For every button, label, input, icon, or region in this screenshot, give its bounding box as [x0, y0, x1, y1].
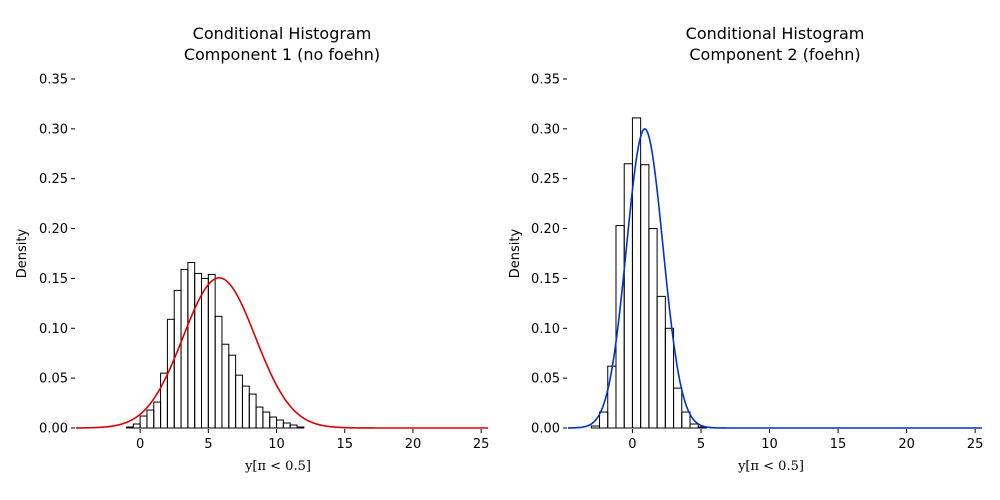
x-tick-label: 20 — [405, 437, 422, 452]
histogram-bar — [607, 365, 617, 429]
x-tick-label: 10 — [268, 437, 285, 452]
y-tick-label: 0.35 — [531, 73, 560, 88]
histogram-bar — [180, 268, 189, 429]
y-tick-label: 0.05 — [39, 372, 68, 387]
y-tick-label: 0.30 — [39, 122, 68, 137]
chart-panel-2: Conditional Histogram Component 2 (foehn)… — [508, 24, 983, 474]
histogram-bar — [255, 406, 264, 429]
y-tick-label: 0.30 — [531, 122, 560, 137]
x-tick-label: 5 — [697, 437, 705, 452]
histogram-bar — [673, 387, 683, 429]
density-curve — [75, 277, 488, 429]
x-axis-label: y[π < 0.5] — [737, 459, 804, 474]
histogram-bar — [282, 422, 291, 429]
histogram-bar — [289, 424, 298, 429]
histogram-bar — [631, 117, 642, 429]
histogram-bar — [599, 411, 609, 429]
histogram-bar — [590, 425, 601, 429]
chart-panel-1: Conditional Histogram Component 1 (no foe… — [15, 24, 489, 474]
x-tick-label: 0 — [136, 437, 144, 452]
chart-title-line1: Conditional Histogram — [193, 24, 372, 43]
histogram-bar — [221, 343, 230, 429]
y-tick-label: 0.00 — [39, 422, 68, 437]
y-tick-label: 0.25 — [531, 172, 560, 187]
y-tick-label: 0.10 — [531, 322, 560, 337]
y-tick-label: 0.25 — [39, 172, 68, 187]
histogram-bar — [648, 228, 658, 429]
x-tick-label: 15 — [336, 437, 353, 452]
histogram-bar — [656, 295, 666, 429]
x-tick-label: 15 — [830, 437, 847, 452]
histogram-bar — [214, 315, 223, 429]
histogram-bar — [153, 401, 162, 429]
y-tick-label: 0.15 — [39, 272, 68, 287]
histogram-bar — [269, 416, 278, 429]
histogram-bar — [241, 385, 250, 429]
chart-title-line2: Component 2 (foehn) — [689, 45, 860, 64]
x-tick-label: 25 — [967, 437, 984, 452]
y-axis-label: Density — [15, 228, 30, 278]
x-axis-label: y[π < 0.5] — [244, 459, 311, 474]
y-tick-label: 0.10 — [39, 322, 68, 337]
histogram-bar — [187, 261, 196, 429]
histogram-bar — [207, 273, 216, 429]
x-tick-label: 5 — [204, 437, 212, 452]
histogram-bar — [139, 415, 148, 429]
histogram-bar — [296, 426, 305, 429]
y-axis-label: Density — [508, 228, 523, 278]
x-tick-label: 10 — [761, 437, 778, 452]
histogram-bar — [125, 426, 134, 429]
y-tick-label: 0.00 — [531, 422, 560, 437]
histogram-bar — [228, 354, 237, 429]
y-tick-label: 0.05 — [531, 372, 560, 387]
x-tick-label: 25 — [473, 437, 490, 452]
density-curve — [567, 128, 982, 429]
histogram-bar — [235, 374, 243, 429]
histogram-bar — [689, 423, 699, 429]
histogram-bar — [132, 423, 141, 429]
histogram-bar — [640, 164, 650, 429]
histogram-bar — [664, 327, 675, 429]
y-tick-label: 0.15 — [531, 272, 560, 287]
y-tick-label: 0.20 — [531, 222, 560, 237]
histogram-bar — [276, 419, 284, 429]
chart-title-line2: Component 1 (no foehn) — [184, 45, 380, 64]
histogram-bar — [173, 289, 182, 429]
histogram-bar — [262, 411, 271, 429]
histogram-bar — [146, 409, 155, 429]
y-tick-label: 0.35 — [39, 73, 68, 88]
histogram-bar — [248, 393, 257, 429]
histogram-bar — [201, 277, 209, 429]
chart-title-line1: Conditional Histogram — [686, 24, 865, 43]
histogram-bar — [681, 411, 691, 429]
x-tick-label: 0 — [628, 437, 636, 452]
y-tick-label: 0.20 — [39, 222, 68, 237]
x-tick-label: 20 — [898, 437, 915, 452]
